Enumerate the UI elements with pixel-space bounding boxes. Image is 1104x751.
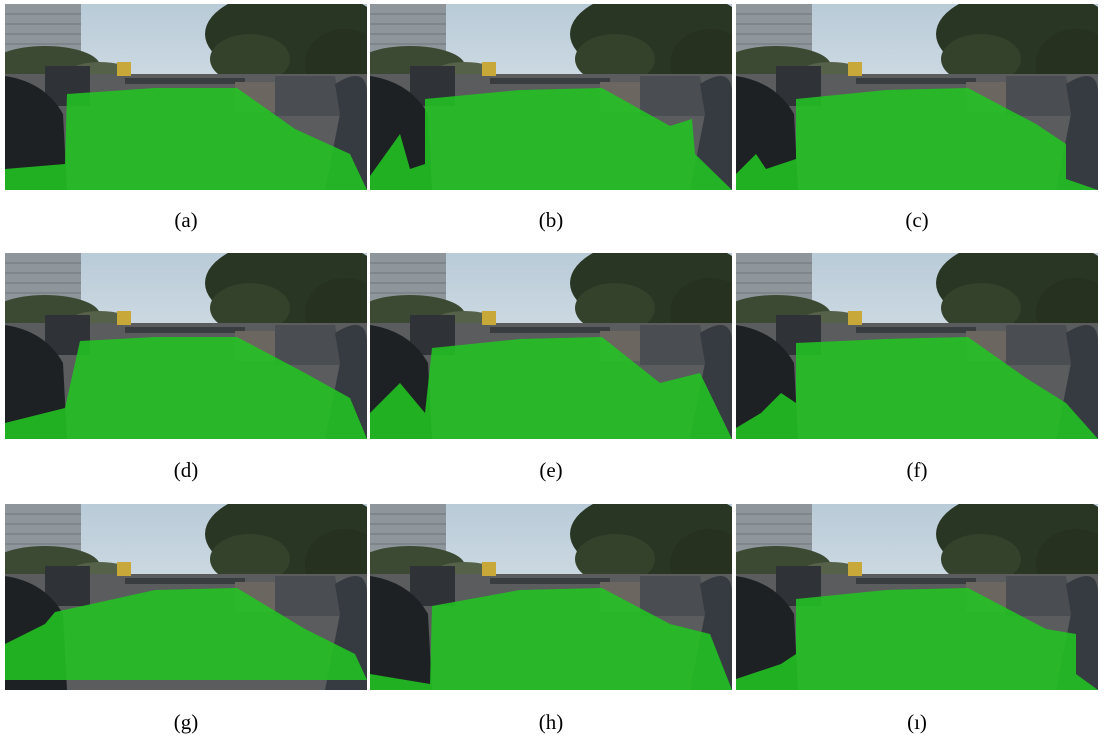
panel [355,489,750,690]
panel-caption: (b) [539,208,564,232]
panel [721,0,1104,190]
panel-caption: (f) [907,458,928,482]
panel [721,238,1104,439]
panel-caption: (g) [174,710,199,734]
panel-caption: (c) [905,208,928,232]
figure-canvas: (a) (b) (c) (d) (e) (f) (g) (h) (ı) [0,0,1104,751]
panel [0,0,385,190]
panel [0,489,385,690]
panel-caption: (e) [539,458,562,482]
panel-caption: (a) [174,208,197,232]
panel-caption: (d) [174,458,199,482]
panel [355,238,750,439]
panel [721,489,1104,690]
figure: (a) (b) (c) (d) (e) (f) (g) (h) (ı) [0,0,1104,751]
panel-caption: (h) [539,710,564,734]
panel-caption: (ı) [907,710,927,734]
panel [355,0,750,190]
panel [0,238,385,439]
